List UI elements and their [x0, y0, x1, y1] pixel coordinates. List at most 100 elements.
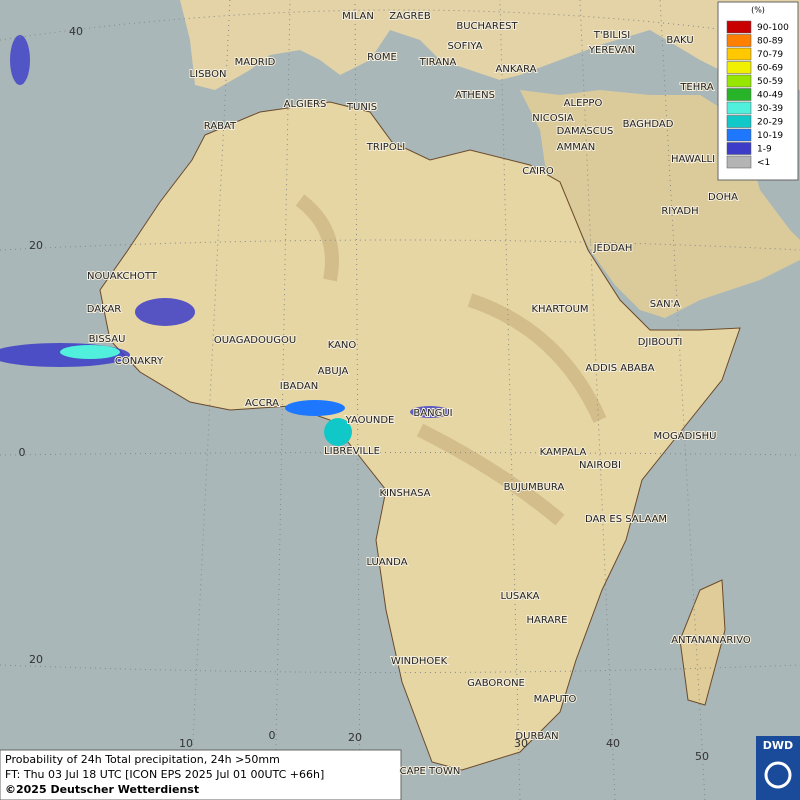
city-label: ATHENS	[455, 90, 495, 101]
city-label: CAIRO	[522, 166, 554, 177]
city-label: ALGIERS	[284, 99, 327, 110]
city-label: JEDDAH	[593, 243, 633, 254]
longitude-label: 10	[179, 737, 193, 750]
city-label: YEREVAN	[588, 45, 635, 56]
city-label: TUNIS	[346, 102, 377, 113]
city-label: RABAT	[204, 121, 237, 132]
city-label: NAIROBI	[579, 460, 621, 471]
city-label: ZAGREB	[389, 11, 431, 22]
legend-label: 20-29	[757, 118, 783, 128]
city-label: BAGHDAD	[623, 119, 674, 130]
city-label: MILAN	[342, 11, 374, 22]
legend-swatch	[726, 74, 752, 88]
precip-area	[324, 418, 352, 446]
city-label: IBADAN	[280, 381, 319, 392]
city-label: KAMPALA	[540, 447, 587, 458]
city-label: DAKAR	[87, 304, 122, 315]
city-label: NICOSIA	[532, 113, 574, 124]
city-label: KANO	[328, 340, 357, 351]
legend-swatch	[726, 142, 752, 155]
city-label: GABORONE	[467, 678, 525, 689]
city-label: LISBON	[190, 69, 227, 80]
city-label: ABUJA	[318, 366, 349, 377]
legend-label: <1	[757, 158, 770, 168]
caption-line: FT: Thu 03 Jul 18 UTC [ICON EPS 2025 Jul…	[5, 768, 324, 781]
precip-area	[135, 298, 195, 326]
legend-label: 90-100	[757, 23, 789, 33]
city-label: HARARE	[526, 615, 567, 626]
legend-swatch	[726, 128, 752, 142]
city-label: ANKARA	[496, 64, 537, 75]
city-label: AMMAN	[557, 142, 595, 153]
city-label: CONAKRY	[115, 356, 164, 367]
longitude-label: 20	[348, 731, 362, 744]
legend-swatch	[726, 61, 752, 74]
precip-area	[410, 406, 450, 418]
longitude-label: 40	[606, 737, 620, 750]
longitude-label: 50	[695, 750, 709, 763]
precip-area	[60, 345, 120, 359]
city-label: BAKU	[666, 35, 693, 46]
legend-swatch	[726, 155, 752, 169]
city-label: NOUAKCHOTT	[87, 271, 158, 282]
legend-swatch	[726, 47, 752, 61]
legend-label: 1-9	[757, 145, 772, 155]
city-label: RIYADH	[661, 206, 698, 217]
latitude-label: 0	[19, 446, 26, 459]
city-label: TEHRA	[679, 82, 713, 93]
legend-swatch	[726, 20, 752, 34]
city-label: LUSAKA	[501, 591, 540, 602]
longitude-label: 0	[269, 729, 276, 742]
precip-area	[285, 400, 345, 416]
city-label: LUANDA	[366, 557, 407, 568]
logo-box	[756, 736, 800, 800]
legend-label: 50-59	[757, 77, 783, 87]
city-label: TRIPOLI	[366, 142, 405, 153]
city-label: DURBAN	[515, 731, 558, 742]
city-label: BUJUMBURA	[504, 482, 565, 493]
logo: DWD	[763, 739, 793, 752]
legend-swatch	[726, 115, 752, 128]
longitude-label: 30	[514, 737, 528, 750]
city-label: T'BILISI	[593, 30, 630, 41]
legend-label: 10-19	[757, 131, 783, 141]
city-label: KINSHASA	[379, 488, 430, 499]
city-label: ROME	[367, 52, 397, 63]
latitude-label: 40	[69, 25, 83, 38]
city-label: OUAGADOUGOU	[214, 335, 296, 346]
city-label: ADDIS ABABA	[586, 363, 655, 374]
precip-area	[10, 35, 30, 85]
city-label: WINDHOEK	[391, 656, 448, 667]
logo-swirl	[764, 761, 792, 789]
legend-swatch	[726, 34, 752, 47]
city-label: BUCHAREST	[456, 21, 518, 32]
copyright: ©2025 Deutscher Wetterdienst	[5, 783, 199, 796]
legend-label: 80-89	[757, 37, 783, 47]
city-label: ALEPPO	[564, 98, 603, 109]
legend-label: 40-49	[757, 91, 783, 101]
city-label: YAOUNDE	[345, 415, 395, 426]
legend-swatch	[726, 88, 752, 101]
city-label: DAR ES SALAAM	[585, 514, 667, 525]
legend-label: 60-69	[757, 64, 783, 74]
city-label: DAMASCUS	[557, 126, 614, 137]
terrain	[295, 194, 607, 526]
caption-line: Probability of 24h Total precipitation, …	[5, 753, 280, 766]
city-label: MOGADISHU	[654, 431, 717, 442]
city-label: ACCRA	[245, 398, 279, 409]
city-label: ANTANANARIVO	[671, 635, 751, 646]
city-label: CAPE TOWN	[400, 766, 461, 777]
latitude-label: 20	[29, 239, 43, 252]
legend-label: 30-39	[757, 104, 783, 114]
legend-label: 70-79	[757, 50, 783, 60]
city-label: SAN'A	[650, 299, 681, 310]
city-label: TIRANA	[419, 57, 457, 68]
europe-land	[180, 0, 800, 90]
city-label: DOHA	[708, 192, 738, 203]
city-label: BISSAU	[89, 334, 126, 345]
city-label: HAWALLI	[671, 154, 715, 165]
city-label: KHARTOUM	[531, 304, 588, 315]
madagascar	[679, 579, 726, 706]
